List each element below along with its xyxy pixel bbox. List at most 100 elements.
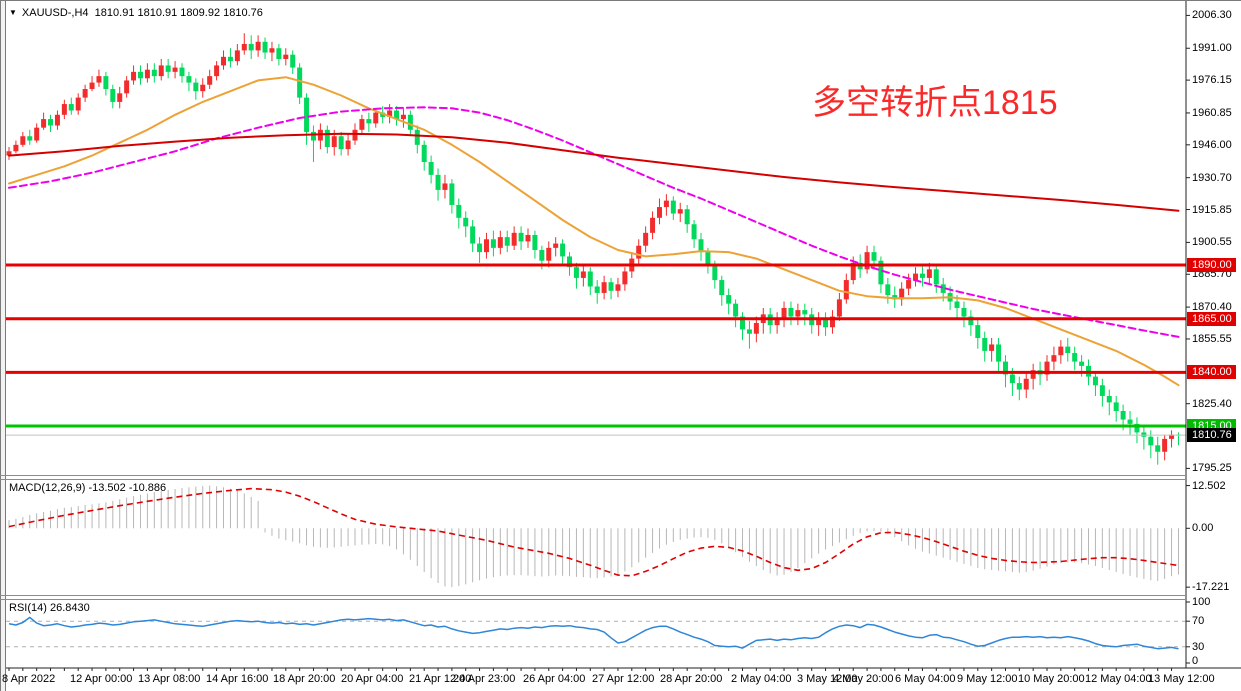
candle-bear bbox=[726, 295, 732, 304]
candle-bull bbox=[373, 112, 379, 124]
time-axis-label: 9 May 12:00 bbox=[957, 673, 1018, 685]
price-tick-label: 2006.30 bbox=[1192, 9, 1232, 22]
axis-ticks bbox=[8, 14, 1190, 671]
candle-bear bbox=[290, 54, 296, 68]
candle-bull bbox=[255, 41, 261, 51]
panel-separator-main-bottom[interactable] bbox=[0, 475, 1186, 476]
candle-bear bbox=[1009, 374, 1015, 384]
price-tick-label: 1915.85 bbox=[1192, 203, 1232, 216]
candle-bear bbox=[919, 273, 925, 278]
chevron-down-icon: ▼ bbox=[9, 8, 17, 17]
candle-bear bbox=[933, 269, 939, 285]
candle-bull bbox=[172, 67, 178, 72]
candle-bull bbox=[1030, 370, 1036, 379]
time-axis-label: 26 Apr 04:00 bbox=[523, 673, 586, 685]
candle-bear bbox=[954, 301, 960, 308]
candle-bear bbox=[740, 316, 746, 330]
candle-bull bbox=[124, 80, 130, 94]
price-tick-label: 1825.40 bbox=[1192, 397, 1232, 410]
candle-bull bbox=[20, 136, 26, 145]
time-axis-label: 13 May 12:00 bbox=[1148, 673, 1215, 685]
time-axis-label: 13 Apr 08:00 bbox=[138, 673, 201, 685]
candle-bull bbox=[913, 273, 919, 281]
candle-bull bbox=[546, 247, 552, 261]
time-axis-label: 12 Apr 00:00 bbox=[70, 673, 133, 685]
panel-separator-macd-bottom[interactable] bbox=[0, 595, 1186, 596]
ohlc-values: 1810.91 1810.91 1809.92 1810.76 bbox=[94, 7, 263, 19]
candle-bear bbox=[151, 69, 157, 77]
candle-bear bbox=[48, 119, 54, 126]
time-axis-label: 3 May 12:00 bbox=[797, 673, 858, 685]
macd-histogram bbox=[8, 485, 1179, 588]
time-axis-label: 12 May 04:00 bbox=[1085, 673, 1152, 685]
candle-bear bbox=[608, 282, 614, 291]
candle-bear bbox=[1113, 402, 1119, 411]
panel-separator-macd-top[interactable] bbox=[0, 479, 1186, 480]
candle-bull bbox=[13, 144, 19, 152]
candle-bull bbox=[650, 217, 656, 233]
candle-bear bbox=[560, 243, 566, 257]
candle-bear bbox=[996, 344, 1002, 362]
time-axis-label: 4 May 20:00 bbox=[833, 673, 894, 685]
candle-bull bbox=[82, 89, 88, 98]
candle-bull bbox=[553, 243, 559, 248]
candle-bull bbox=[200, 84, 206, 92]
candle-bull bbox=[6, 151, 12, 156]
candle-bear bbox=[137, 71, 143, 79]
candle-bear bbox=[338, 136, 344, 150]
ma-fast-orange-line bbox=[8, 76, 1180, 387]
rsi-indicator-label: RSI(14) 26.8430 bbox=[9, 602, 90, 614]
candle-bear bbox=[324, 129, 330, 147]
candle-bear bbox=[975, 325, 981, 339]
candle-bull bbox=[144, 69, 150, 79]
time-axis-label: 28 Apr 20:00 bbox=[660, 673, 723, 685]
rsi-tick-label: 70 bbox=[1192, 615, 1205, 628]
candle-bear bbox=[567, 256, 573, 268]
ma-mid-magenta-line bbox=[8, 106, 1180, 338]
price-badge-1810.76: 1810.76 bbox=[1187, 428, 1236, 443]
ma-slow-darkred-line bbox=[8, 132, 1180, 212]
candle-bull bbox=[234, 50, 240, 62]
panel-separator-rsi-top[interactable] bbox=[0, 599, 1186, 600]
candle-bull bbox=[359, 119, 365, 130]
candle-bull bbox=[836, 299, 842, 317]
time-axis-label: 8 Apr 2022 bbox=[2, 673, 56, 685]
price-tick-label: 1900.55 bbox=[1192, 236, 1232, 249]
candle-bull bbox=[54, 114, 60, 126]
candle-bull bbox=[352, 129, 358, 141]
candle-bear bbox=[1002, 361, 1008, 375]
rsi-line bbox=[8, 616, 1179, 650]
candle-bear bbox=[248, 43, 254, 51]
candle-bear bbox=[394, 110, 400, 120]
candle-bull bbox=[656, 207, 662, 218]
candle-bear bbox=[297, 67, 303, 98]
candle-bear bbox=[179, 67, 185, 77]
candle-bear bbox=[165, 65, 171, 72]
candle-bull bbox=[899, 288, 905, 300]
candle-bull bbox=[795, 310, 801, 317]
candle-bear bbox=[186, 76, 192, 83]
price-badge-1865.00: 1865.00 bbox=[1187, 311, 1236, 326]
time-axis-label: 2 May 04:00 bbox=[731, 673, 792, 685]
candle-bear bbox=[68, 104, 74, 111]
candle-bull bbox=[442, 183, 448, 190]
candle-bear bbox=[1120, 410, 1126, 420]
time-axis-label: 6 May 04:00 bbox=[895, 673, 956, 685]
time-axis-label: 20 Apr 04:00 bbox=[341, 673, 404, 685]
candle-bull bbox=[1162, 438, 1168, 452]
time-axis-label: 14 Apr 16:00 bbox=[206, 673, 269, 685]
candle-bear bbox=[823, 318, 829, 328]
candle-bull bbox=[283, 54, 289, 59]
candle-bear bbox=[435, 174, 441, 190]
candle-bear bbox=[1079, 361, 1085, 366]
price-tick-label: 1930.70 bbox=[1192, 171, 1232, 184]
candle-bear bbox=[1072, 353, 1078, 362]
price-tick-label: 1795.25 bbox=[1192, 462, 1232, 475]
candlestick-series bbox=[6, 33, 1181, 465]
price-badge-1840.00: 1840.00 bbox=[1187, 365, 1236, 380]
time-axis-label: 18 Apr 20:00 bbox=[273, 673, 336, 685]
candle-bear bbox=[304, 97, 310, 132]
candle-bear bbox=[366, 119, 372, 124]
candle-bear bbox=[414, 129, 420, 145]
